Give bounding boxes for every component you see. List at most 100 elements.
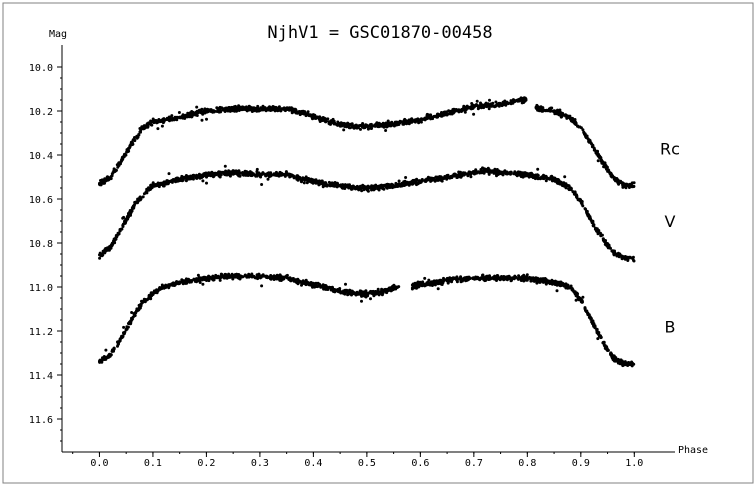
data-point-b <box>259 275 263 279</box>
chart-title: NjhV1 = GSC01870-00458 <box>267 23 492 43</box>
data-point-rc <box>205 117 208 121</box>
data-point-rc <box>601 160 605 164</box>
data-point-b <box>245 275 249 279</box>
series-label-b: B <box>665 318 676 337</box>
data-point-rc <box>350 123 354 127</box>
data-point-b <box>538 280 542 284</box>
data-point-b <box>125 325 129 329</box>
data-point-b <box>360 290 364 294</box>
data-point-v <box>624 255 628 259</box>
data-point-v <box>626 256 630 260</box>
data-point-rc <box>595 152 599 156</box>
data-point-b <box>212 278 216 282</box>
y-tick-label: 10.0 <box>29 63 53 74</box>
data-point-v <box>267 171 271 175</box>
data-point-v <box>180 176 184 180</box>
data-point-rc <box>477 105 481 108</box>
data-point-rc <box>470 105 473 109</box>
data-point-v <box>523 171 527 175</box>
data-point-b <box>438 279 442 283</box>
data-point-rc <box>412 119 415 123</box>
data-point-b <box>231 274 235 277</box>
data-point-b <box>289 279 293 283</box>
data-point-b <box>550 278 554 282</box>
data-point-v <box>519 172 523 176</box>
data-point-v <box>591 224 595 228</box>
data-point-rc <box>103 181 106 185</box>
data-point-v <box>107 247 111 250</box>
data-point-b <box>332 289 336 293</box>
data-point-rc <box>162 119 166 123</box>
data-point-v <box>251 172 255 176</box>
data-point-rc <box>437 113 441 116</box>
data-point-b <box>482 277 486 281</box>
data-point-b <box>129 321 133 325</box>
data-point-rc <box>211 110 215 114</box>
data-point-rc <box>160 124 164 128</box>
data-point-b <box>326 288 330 291</box>
data-point-rc <box>408 121 411 125</box>
data-point-b <box>317 282 321 286</box>
data-point-b <box>145 298 149 302</box>
data-point-v <box>295 175 299 179</box>
data-point-b <box>295 281 299 285</box>
data-point-rc <box>548 108 552 112</box>
data-point-rc <box>596 159 600 163</box>
data-point-rc <box>450 111 453 115</box>
data-point-v <box>116 231 120 235</box>
data-point-v <box>474 168 478 172</box>
data-point-b <box>238 277 242 281</box>
data-point-rc <box>516 99 520 103</box>
data-point-v <box>233 170 237 174</box>
data-point-v <box>397 179 401 183</box>
data-point-v <box>466 174 470 178</box>
data-point-rc <box>494 103 498 107</box>
data-point-v <box>267 175 271 179</box>
data-point-b <box>602 343 606 347</box>
data-point-b <box>342 289 345 293</box>
data-point-v <box>415 177 419 181</box>
data-point-rc <box>616 180 619 184</box>
data-point-rc <box>283 106 286 110</box>
data-point-rc <box>453 109 457 113</box>
data-point-rc <box>627 184 631 188</box>
data-point-rc <box>146 124 150 128</box>
data-point-b <box>225 276 229 280</box>
data-point-v <box>386 183 390 186</box>
data-point-rc <box>389 122 392 126</box>
data-point-rc <box>106 176 110 180</box>
data-point-b <box>630 364 634 368</box>
data-point-v <box>98 256 102 260</box>
data-point-v <box>133 200 137 204</box>
data-point-b <box>436 287 440 291</box>
data-point-rc <box>181 115 185 119</box>
data-point-rc <box>119 160 123 164</box>
data-point-v <box>445 174 449 177</box>
data-point-b <box>577 296 581 300</box>
data-point-rc <box>321 116 325 119</box>
data-point-b <box>243 273 247 277</box>
data-point-v <box>476 170 480 174</box>
data-point-v <box>184 174 188 178</box>
data-point-v <box>341 186 345 190</box>
data-point-b <box>575 291 579 295</box>
data-point-rc <box>100 181 104 185</box>
data-point-rc <box>195 105 199 109</box>
data-point-rc <box>539 107 543 111</box>
data-point-b <box>338 287 342 290</box>
data-point-b <box>192 277 196 281</box>
data-point-v <box>100 254 104 258</box>
data-point-b <box>596 337 600 341</box>
data-point-v <box>530 173 534 177</box>
data-point-v <box>264 174 268 177</box>
data-point-b <box>376 287 380 291</box>
data-point-v <box>432 176 436 180</box>
data-point-rc <box>607 168 611 172</box>
data-point-rc <box>426 116 430 120</box>
data-point-v <box>433 179 437 183</box>
data-point-v <box>285 173 289 177</box>
data-point-v <box>426 178 430 182</box>
data-point-v <box>98 253 101 257</box>
data-point-v <box>546 176 550 180</box>
data-point-v <box>241 173 245 177</box>
